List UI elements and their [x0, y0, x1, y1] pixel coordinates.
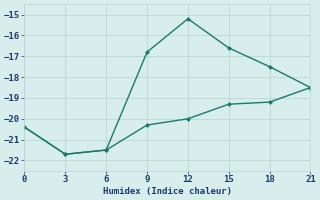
X-axis label: Humidex (Indice chaleur): Humidex (Indice chaleur): [103, 187, 232, 196]
